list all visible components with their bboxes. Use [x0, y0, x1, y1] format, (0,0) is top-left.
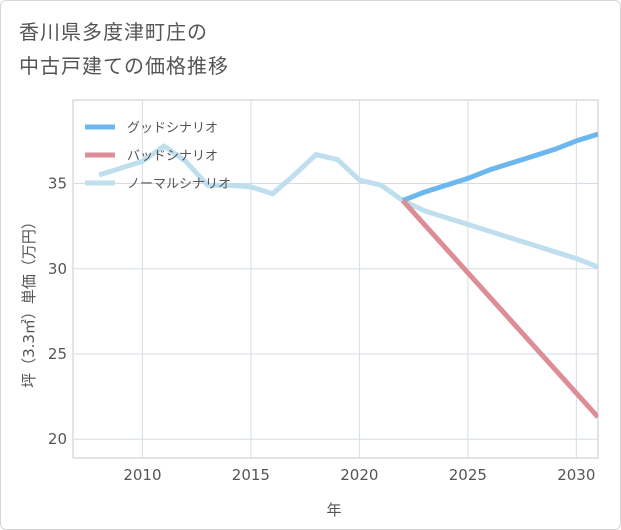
- series-line-1: [400, 198, 598, 419]
- y-tick-label: 25: [48, 345, 67, 363]
- series-lines: [98, 131, 598, 419]
- y-axis-ticks: 20 25 30 35: [48, 175, 67, 449]
- x-tick-label: 2025: [449, 466, 487, 484]
- x-tick-label: 2030: [557, 466, 595, 484]
- x-tick-label: 2010: [123, 466, 161, 484]
- grid: [73, 100, 598, 458]
- y-tick-label: 30: [48, 260, 67, 278]
- y-tick-label: 20: [48, 430, 67, 448]
- legend-label: グッドシナリオ: [127, 121, 218, 136]
- chart-title-line-1: 香川県多度津町庄の: [19, 20, 208, 44]
- series-line-2: [98, 143, 598, 270]
- chart-title: 香川県多度津町庄の 中古戸建ての価格推移: [19, 15, 579, 83]
- legend-label: バッドシナリオ: [127, 149, 218, 164]
- chart-title-line-2: 中古戸建ての価格推移: [19, 54, 229, 78]
- legend-label: ノーマルシナリオ: [127, 177, 231, 192]
- x-axis-ticks: 2010 2015 2020 2025 2030: [123, 466, 595, 484]
- y-axis-label: 坪（3.3㎡）単価（万円）: [20, 214, 38, 388]
- x-tick-label: 2015: [232, 466, 270, 484]
- x-axis-label: 年: [326, 501, 341, 519]
- x-tick-label: 2020: [340, 466, 378, 484]
- y-tick-label: 35: [48, 175, 67, 193]
- series-line-0: [401, 131, 598, 203]
